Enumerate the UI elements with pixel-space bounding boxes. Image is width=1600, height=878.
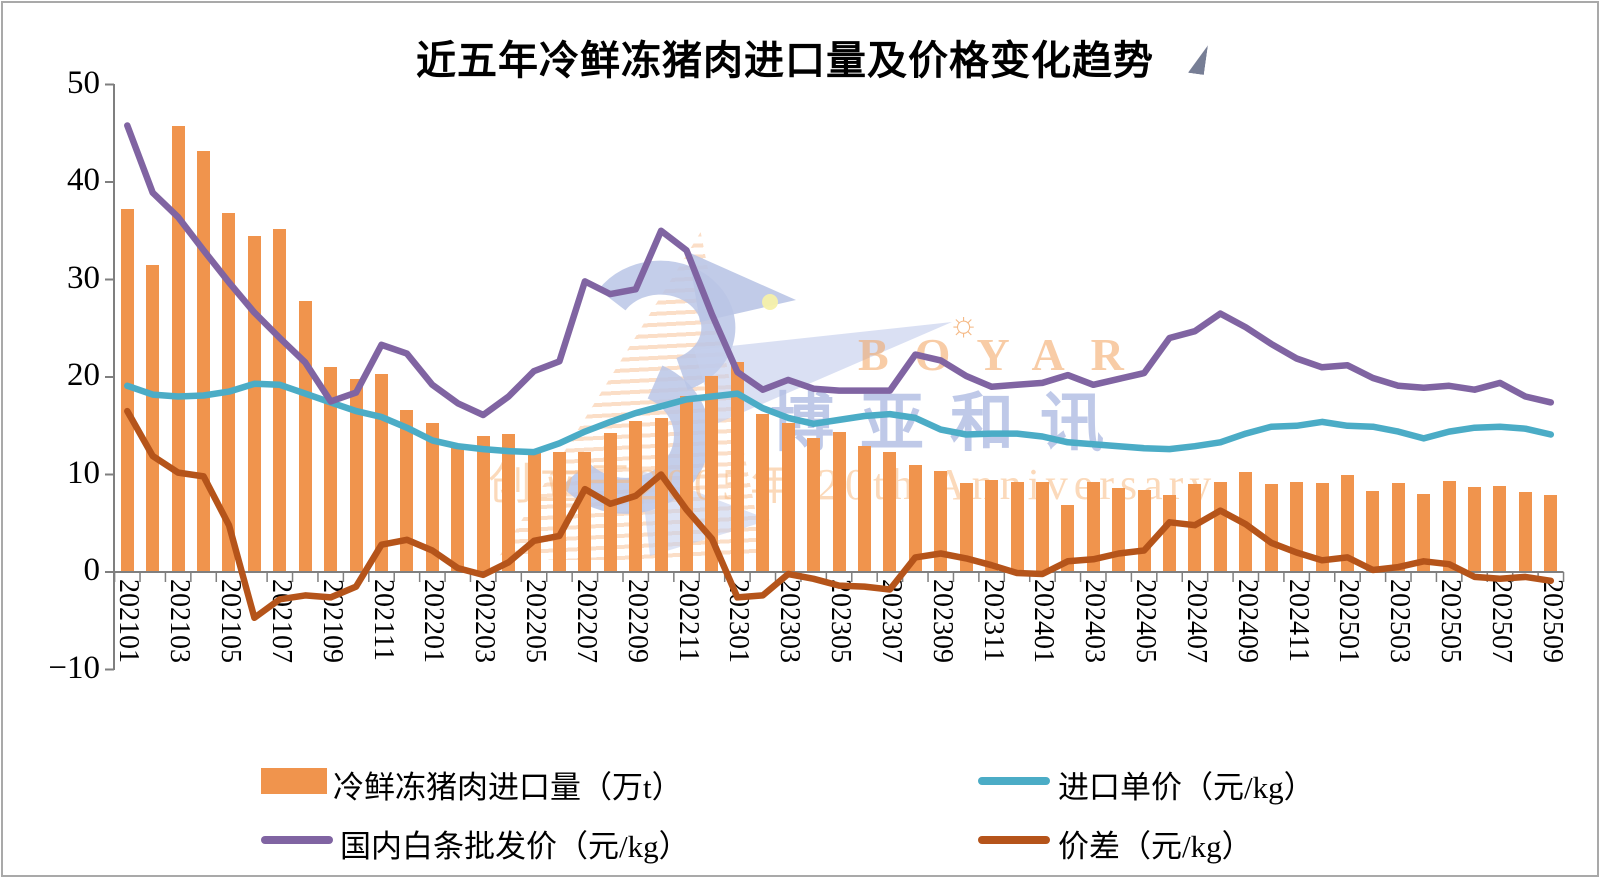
import_price-line [124, 380, 1555, 456]
bar-202401 [1035, 482, 1049, 572]
bar-202210 [654, 417, 668, 572]
bar-202502 [1366, 491, 1380, 572]
y-axis-label-10: 10 [67, 454, 100, 491]
bar-202301 [730, 362, 744, 572]
legend-swatch-import_price [978, 777, 1050, 785]
bar-202505 [1442, 481, 1456, 572]
y-axis-label-30: 30 [67, 259, 100, 296]
legend-label-imports: 冷鲜冻猪肉进口量（万t） [333, 770, 683, 805]
bar-202207 [578, 452, 592, 572]
legend-swatch-imports [261, 768, 327, 794]
legend-label-price_diff: 价差（元/kg） [1058, 829, 1253, 864]
bar-202107 [273, 228, 287, 572]
bar-202211 [680, 395, 694, 572]
bar-202412 [1315, 483, 1329, 572]
bar-202212 [705, 376, 719, 572]
legend-swatch-wholesale_price [261, 836, 333, 844]
bar-202101 [120, 209, 134, 572]
y-axis-label-0: 0 [83, 552, 101, 588]
y-axis-label-40: 40 [67, 162, 100, 198]
bar-202410 [1264, 484, 1278, 572]
bar-202504 [1417, 494, 1431, 572]
bar-202102 [146, 264, 160, 572]
bar-202406 [1163, 494, 1177, 572]
bar-202506 [1468, 487, 1482, 572]
legend-swatch-price_diff [978, 836, 1050, 844]
bar-202111 [375, 374, 388, 572]
bar-202202 [451, 447, 465, 572]
bar-202306 [857, 446, 871, 572]
bar-202309 [934, 470, 948, 572]
bar-202311 [985, 480, 999, 572]
bar-202103 [171, 126, 185, 572]
bar-202303 [781, 422, 795, 572]
legend-label-import_price: 进口单价（元/kg） [1058, 770, 1315, 805]
bar-202408 [1213, 482, 1227, 572]
bar-202305 [832, 431, 846, 572]
bar-202509 [1544, 494, 1558, 572]
bar-202206 [552, 452, 566, 572]
bar-202112 [400, 410, 414, 572]
y-axis-label-50: 50 [67, 64, 100, 101]
chart-title: 近五年冷鲜冻猪肉进口量及价格变化趋势 [416, 38, 1154, 83]
bar-202503 [1391, 483, 1405, 572]
bar-202203 [476, 436, 490, 572]
bar-202310 [959, 483, 973, 572]
y-axis-label--10: −10 [48, 649, 100, 686]
bar-202109 [324, 367, 338, 572]
price_diff-line [124, 407, 1555, 622]
wholesale_price-line [124, 122, 1555, 419]
bar-202402 [1061, 504, 1075, 572]
bar-202403 [1086, 482, 1100, 572]
bar-202308 [908, 464, 922, 572]
bar-202508 [1518, 492, 1532, 572]
bar-202304 [807, 438, 821, 572]
y-axis-label-20: 20 [67, 357, 100, 393]
bar-202110 [349, 378, 363, 572]
legend-label-wholesale_price: 国内白条批发价（元/kg） [340, 829, 690, 864]
bar-202201 [425, 422, 439, 572]
bar-202507 [1493, 486, 1507, 572]
bar-202312 [1010, 482, 1024, 572]
bar-202501 [1340, 474, 1354, 572]
bar-202307 [883, 452, 897, 572]
bar-202204 [502, 433, 516, 572]
bar-202302 [756, 414, 770, 572]
